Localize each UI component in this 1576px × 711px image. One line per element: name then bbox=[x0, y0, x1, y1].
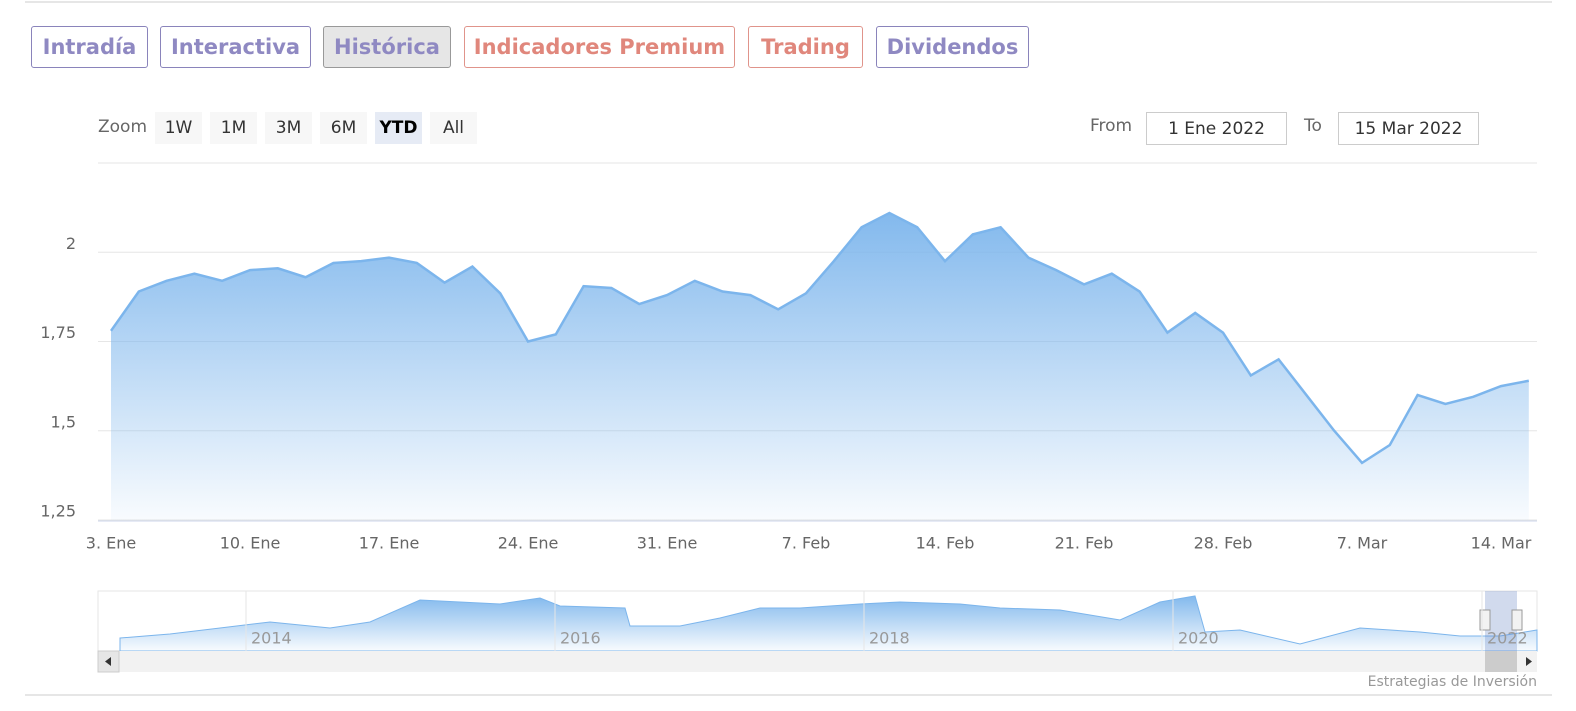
zoom-button[interactable]: 6M bbox=[320, 112, 367, 144]
navigator-label: 2014 bbox=[251, 629, 292, 648]
zoom-button[interactable]: All bbox=[430, 112, 477, 144]
zoom-label: Zoom bbox=[98, 117, 148, 137]
x-tick-label: 24. Ene bbox=[498, 534, 559, 553]
navigator-series bbox=[119, 595, 1538, 652]
credit: Estrategias de Inversión bbox=[1368, 674, 1537, 690]
line bbox=[109, 211, 1530, 465]
x-tick-label: 28. Feb bbox=[1194, 534, 1253, 553]
from-label: From bbox=[1090, 116, 1133, 136]
tab[interactable]: Dividendos bbox=[876, 26, 1029, 68]
from-input[interactable]: 1 Ene 2022 bbox=[1146, 112, 1287, 145]
zoom-button[interactable]: YTD bbox=[375, 112, 422, 144]
x-tick-label: 14. Feb bbox=[916, 534, 975, 553]
tab[interactable]: Interactiva bbox=[160, 26, 311, 68]
scrollbar[interactable] bbox=[98, 651, 1537, 672]
x-tick-label: 17. Ene bbox=[359, 534, 420, 553]
arrow bbox=[1526, 657, 1532, 666]
x-tick-label: 21. Feb bbox=[1055, 534, 1114, 553]
navigator-label: 2020 bbox=[1178, 629, 1219, 648]
x-tick-label: 14. Mar bbox=[1471, 534, 1532, 553]
y-tick-label: 2 bbox=[66, 234, 76, 253]
x-tick-label: 7. Mar bbox=[1337, 534, 1388, 553]
navigator-handle[interactable] bbox=[1511, 609, 1523, 631]
x-tick-label: 3. Ene bbox=[86, 534, 136, 553]
y-tick-label: 1,25 bbox=[40, 502, 76, 521]
area bbox=[111, 212, 1529, 521]
navigator-label: 2016 bbox=[560, 629, 601, 648]
x-tick-label: 31. Ene bbox=[637, 534, 698, 553]
tab[interactable]: Histórica bbox=[323, 26, 451, 68]
x-tick-label: 10. Ene bbox=[220, 534, 281, 553]
zoom-button[interactable]: 3M bbox=[265, 112, 312, 144]
navigator-handle[interactable] bbox=[1479, 609, 1491, 631]
scrollbar-thumb[interactable] bbox=[1485, 651, 1517, 672]
tab[interactable]: Trading bbox=[748, 26, 863, 68]
y-tick-label: 1,5 bbox=[51, 412, 76, 431]
y-tick-label: 1,75 bbox=[40, 323, 76, 342]
arrow bbox=[105, 657, 111, 666]
to-label: To bbox=[1304, 116, 1322, 136]
tab[interactable]: Intradía bbox=[31, 26, 148, 68]
x-tick-label: 7. Feb bbox=[782, 534, 831, 553]
zoom-button[interactable]: 1W bbox=[155, 112, 202, 144]
navigator-label: 2018 bbox=[869, 629, 910, 648]
zoom-button[interactable]: 1M bbox=[210, 112, 257, 144]
to-input[interactable]: 15 Mar 2022 bbox=[1338, 112, 1479, 145]
navigator-label: 2022 bbox=[1487, 629, 1528, 648]
tab[interactable]: Indicadores Premium bbox=[464, 26, 735, 68]
